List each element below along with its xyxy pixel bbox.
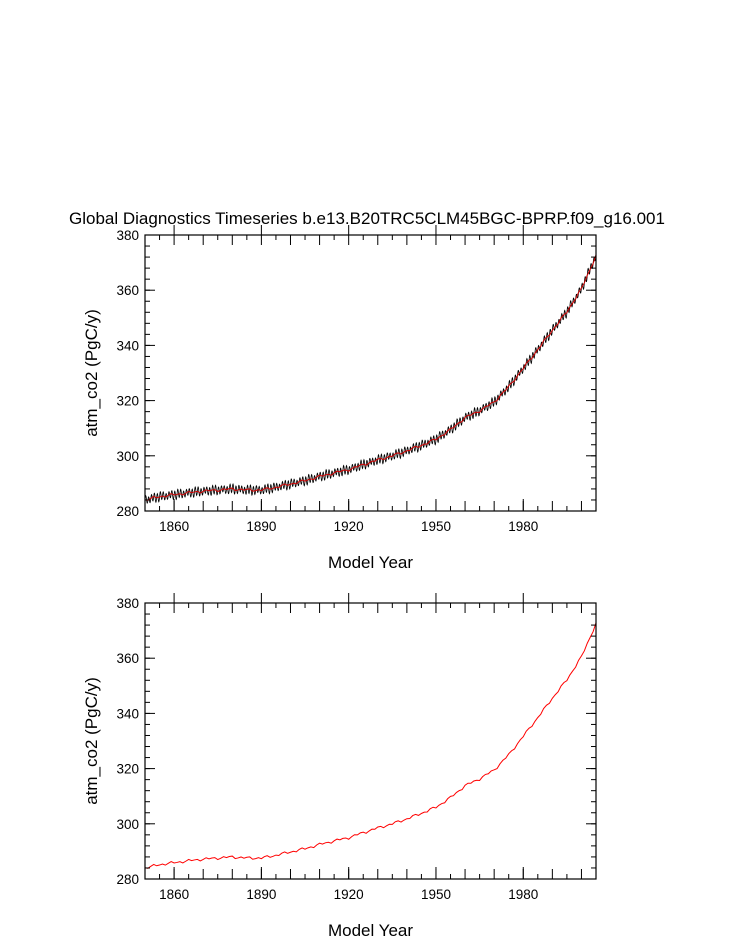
y-axis-label: atm_co2 (PgC/y)	[82, 677, 101, 805]
y-tick-label: 360	[116, 651, 139, 666]
y-tick-label: 320	[116, 762, 139, 777]
x-tick-label: 1890	[246, 519, 276, 534]
x-tick-label: 1950	[421, 519, 451, 534]
y-tick-label: 380	[116, 596, 139, 611]
y-tick-label: 300	[116, 449, 139, 464]
y-tick-label: 300	[116, 817, 139, 832]
bottom-panel: 1860 1890 1920 1950 1980 280 300 320 340 360 380 Mo…	[82, 593, 597, 940]
y-tick-label: 360	[116, 283, 139, 298]
y-tick-label: 380	[116, 228, 139, 243]
y-tick-label: 280	[116, 872, 139, 887]
chart-title: Global Diagnostics Timeseries b.e13.B20T…	[69, 209, 665, 228]
x-tick-label: 1890	[246, 887, 276, 902]
x-tick-label: 1980	[508, 519, 538, 534]
x-axis-label: Model Year	[328, 553, 413, 572]
x-tick-label: 1920	[334, 887, 364, 902]
x-tick-label: 1950	[421, 887, 451, 902]
series-line-annual-mean	[144, 622, 597, 869]
series-line-monthly	[144, 254, 597, 504]
plot-frame	[144, 234, 597, 512]
y-tick-label: 340	[116, 338, 139, 353]
y-tick-label: 340	[116, 706, 139, 721]
plot-frame	[144, 602, 597, 880]
y-tick-label: 280	[116, 504, 139, 519]
x-tick-label: 1980	[508, 887, 538, 902]
x-tick-label: 1860	[159, 519, 189, 534]
series-line-annual-mean	[144, 254, 597, 501]
x-tick-label: 1860	[159, 887, 189, 902]
x-axis-label: Model Year	[328, 921, 413, 940]
top-panel: 1860 1890 1920 1950 1980 280 300 320 340 360 380 Mo…	[82, 225, 597, 572]
y-tick-label: 320	[116, 394, 139, 409]
y-axis-label: atm_co2 (PgC/y)	[82, 309, 101, 437]
x-tick-label: 1920	[334, 519, 364, 534]
